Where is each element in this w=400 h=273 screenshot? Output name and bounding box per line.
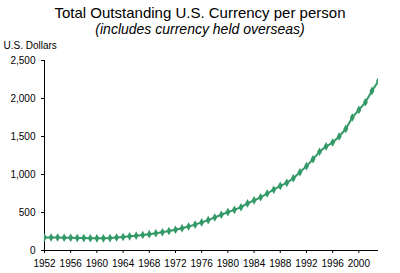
svg-text:2,500: 2,500: [10, 55, 35, 66]
svg-text:1980: 1980: [217, 258, 240, 269]
svg-text:1988: 1988: [269, 258, 292, 269]
svg-text:2,000: 2,000: [10, 93, 35, 104]
svg-text:2000: 2000: [348, 258, 371, 269]
svg-text:1968: 1968: [138, 258, 161, 269]
svg-text:1984: 1984: [243, 258, 266, 269]
svg-text:1972: 1972: [164, 258, 187, 269]
svg-text:U.S. Dollars: U.S. Dollars: [4, 40, 57, 51]
svg-text:1952: 1952: [33, 258, 56, 269]
svg-text:1964: 1964: [112, 258, 135, 269]
svg-text:1992: 1992: [295, 258, 318, 269]
svg-text:1,500: 1,500: [10, 131, 35, 142]
svg-text:500: 500: [19, 207, 36, 218]
svg-text:1960: 1960: [86, 258, 109, 269]
html-text:(includes currency held overse: (includes currency held overseas): [95, 21, 305, 37]
svg-text:1,000: 1,000: [10, 169, 35, 180]
svg-text:1996: 1996: [322, 258, 345, 269]
svg-text:0: 0: [30, 245, 36, 256]
html-text:Total Outstanding U.S. Currenc: Total Outstanding U.S. Currency per pers…: [54, 4, 346, 21]
svg-text:1976: 1976: [191, 258, 214, 269]
svg-text:1956: 1956: [60, 258, 83, 269]
